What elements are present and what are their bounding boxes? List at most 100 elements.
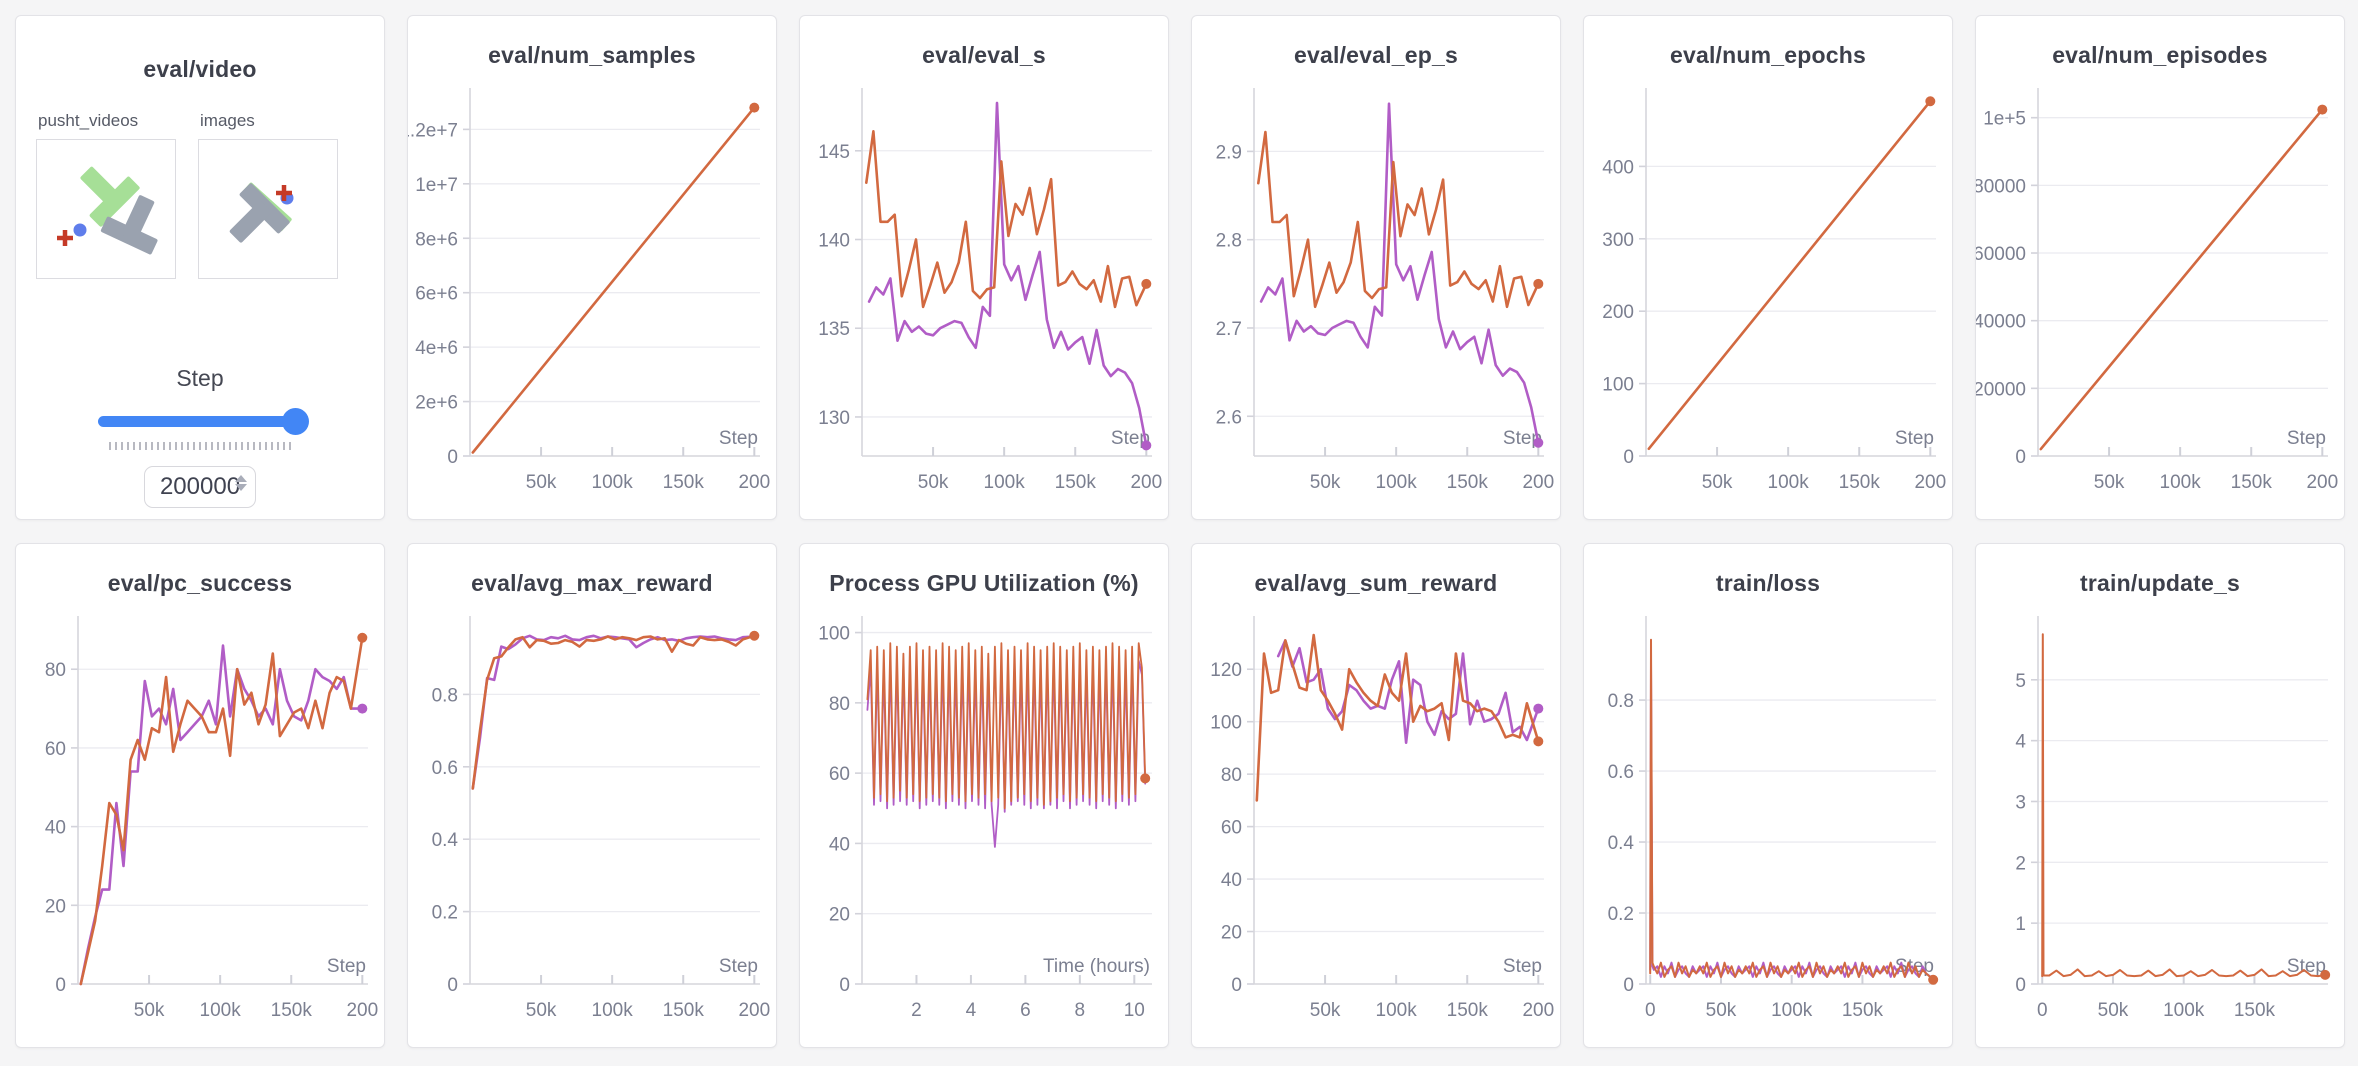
media-row: pusht_videos <box>16 111 384 279</box>
svg-text:40000: 40000 <box>1976 312 2026 333</box>
step-slider-label: Step <box>176 365 224 391</box>
svg-text:1: 1 <box>2015 914 2026 935</box>
step-slider[interactable] <box>97 408 309 438</box>
svg-text:4: 4 <box>966 1000 977 1021</box>
svg-text:Step: Step <box>2287 956 2326 977</box>
panel-eval-eval-s: eval/eval_s 130 135 140 145 50k 100k 150k 200 St… <box>799 15 1169 520</box>
svg-text:5: 5 <box>2015 671 2026 692</box>
pusht-video-thumbnail[interactable] <box>36 139 176 279</box>
svg-text:100k: 100k <box>2160 472 2202 493</box>
svg-text:0.8: 0.8 <box>1608 691 1634 712</box>
slider-thumb[interactable] <box>281 408 309 435</box>
panel-title: eval/video <box>143 56 257 82</box>
media-label: images <box>200 111 255 130</box>
svg-text:60: 60 <box>1221 818 1242 839</box>
svg-text:50k: 50k <box>1706 1000 1737 1021</box>
images-thumbnail[interactable] <box>198 139 338 279</box>
svg-text:8e+6: 8e+6 <box>415 229 458 250</box>
line-chart-num-epochs[interactable]: 0 100 200 300 400 50k 100k 150k 200 Step <box>1584 82 1952 512</box>
panel-train-update-s: train/update_s 0 1 2 3 4 5 0 50k 100k 150k Step <box>1975 543 2345 1048</box>
media-label: pusht_videos <box>38 111 139 130</box>
svg-text:20: 20 <box>829 905 850 926</box>
svg-text:2e+6: 2e+6 <box>415 393 458 414</box>
svg-text:0: 0 <box>1231 975 1242 996</box>
svg-text:200: 200 <box>1602 302 1634 323</box>
svg-text:50k: 50k <box>918 472 949 493</box>
svg-text:100: 100 <box>818 624 850 645</box>
svg-text:40: 40 <box>45 818 66 839</box>
svg-text:200: 200 <box>1914 472 1946 493</box>
svg-text:200: 200 <box>1522 1000 1554 1021</box>
svg-text:130: 130 <box>818 408 850 429</box>
svg-text:10: 10 <box>1124 1000 1145 1021</box>
line-chart-eval-ep-s[interactable]: 2.6 2.7 2.8 2.9 50k 100k 150k 200 Step <box>1192 82 1560 512</box>
svg-text:Step: Step <box>719 428 758 449</box>
chart-title: eval/num_epochs <box>1669 42 1867 68</box>
svg-text:20: 20 <box>1221 923 1242 944</box>
step-input-wrap <box>144 466 256 508</box>
svg-text:150k: 150k <box>663 1000 705 1021</box>
svg-text:Step: Step <box>1895 428 1934 449</box>
svg-text:400: 400 <box>1602 157 1634 178</box>
svg-text:135: 135 <box>818 319 850 340</box>
svg-text:0: 0 <box>1623 975 1634 996</box>
line-chart-train-update-s[interactable]: 0 1 2 3 4 5 0 50k 100k 150k Step <box>1976 610 2344 1040</box>
step-up-icon[interactable] <box>235 475 247 482</box>
svg-text:50k: 50k <box>526 1000 557 1021</box>
chart-title: eval/num_episodes <box>2052 42 2268 68</box>
step-input[interactable] <box>144 466 256 508</box>
svg-text:0: 0 <box>55 975 66 996</box>
line-chart-avg-sum-reward[interactable]: 0 20 40 60 80 100 120 50k 100k 150k 200 Step <box>1192 610 1560 1040</box>
chart-title: train/loss <box>1715 570 1821 596</box>
svg-text:2.8: 2.8 <box>1216 231 1242 252</box>
svg-text:0.2: 0.2 <box>1608 904 1634 925</box>
svg-text:100k: 100k <box>2163 1000 2205 1021</box>
svg-text:Step: Step <box>1503 956 1542 977</box>
svg-text:150k: 150k <box>663 472 705 493</box>
panel-eval-pc-success: eval/pc_success 0 20 40 60 80 50k 100k 150k 200 S… <box>15 543 385 1048</box>
panel-eval-num-samples: eval/num_samples 0 2e+6 4e+6 6e+6 8e+6 1e+7 1.… <box>407 15 777 520</box>
target-cross-icon <box>276 185 292 201</box>
chart-title: eval/avg_max_reward <box>471 570 713 596</box>
image-frame <box>229 182 294 243</box>
svg-text:4e+6: 4e+6 <box>415 338 458 359</box>
svg-text:100k: 100k <box>1376 1000 1418 1021</box>
panel-eval-eval-ep-s: eval/eval_ep_s 2.6 2.7 2.8 2.9 50k 100k 150k 20… <box>1191 15 1561 520</box>
panel-eval-num-epochs: eval/num_epochs 0 100 200 300 400 50k 100k 150k… <box>1583 15 1953 520</box>
svg-text:Time (hours): Time (hours) <box>1043 956 1150 977</box>
svg-text:100k: 100k <box>200 1000 242 1021</box>
svg-text:150k: 150k <box>2231 472 2273 493</box>
svg-text:20: 20 <box>45 896 66 917</box>
line-chart-avg-max-reward[interactable]: 0 0.2 0.4 0.6 0.8 50k 100k 150k 200 Step <box>408 610 776 1040</box>
chart-title: train/update_s <box>2079 570 2240 596</box>
slider-ruler <box>109 442 291 450</box>
target-cross-icon <box>57 230 73 246</box>
line-chart-num-samples[interactable]: 0 2e+6 4e+6 6e+6 8e+6 1e+7 1.2e+7 50k 100k 150k 20… <box>408 82 776 512</box>
svg-text:60: 60 <box>829 764 850 785</box>
chart-title: eval/pc_success <box>107 570 293 596</box>
svg-text:0: 0 <box>447 447 458 468</box>
svg-text:50k: 50k <box>2094 472 2125 493</box>
svg-text:20000: 20000 <box>1976 379 2026 400</box>
svg-text:50k: 50k <box>134 1000 165 1021</box>
line-chart-pc-success[interactable]: 0 20 40 60 80 50k 100k 150k 200 Step <box>16 610 384 1040</box>
green-t-shape <box>80 166 140 227</box>
line-chart-eval-s[interactable]: 130 135 140 145 50k 100k 150k 200 Step <box>800 82 1168 512</box>
slider-track[interactable] <box>97 416 303 427</box>
step-down-icon[interactable] <box>235 484 247 491</box>
line-chart-num-episodes[interactable]: 0 20000 40000 60000 80000 1e+5 50k 100k 150k 200 S… <box>1976 82 2344 512</box>
panel-eval-video: eval/video pusht_videos <box>15 15 385 520</box>
svg-text:150k: 150k <box>1447 472 1489 493</box>
svg-text:150k: 150k <box>1842 1000 1884 1021</box>
svg-text:0: 0 <box>839 975 850 996</box>
svg-text:1.2e+7: 1.2e+7 <box>408 120 458 141</box>
svg-text:100k: 100k <box>1768 472 1810 493</box>
svg-text:100k: 100k <box>1376 472 1418 493</box>
svg-text:145: 145 <box>818 142 850 163</box>
stepper-arrows-icon[interactable] <box>235 475 247 491</box>
panel-eval-avg-sum-reward: eval/avg_sum_reward 0 20 40 60 80 100 120 50k 10… <box>1191 543 1561 1048</box>
svg-text:Step: Step <box>719 956 758 977</box>
line-chart-gpu-utilization[interactable]: 0 20 40 60 80 100 2 4 6 8 10 Time (hours) <box>800 610 1168 1040</box>
